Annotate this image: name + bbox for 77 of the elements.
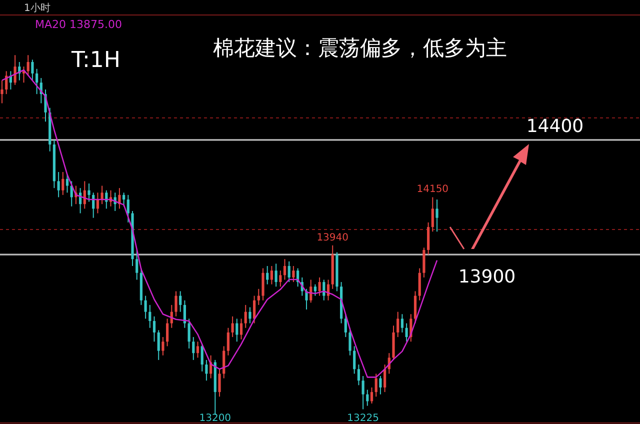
ref-line-label: 13900 bbox=[458, 266, 516, 288]
candlestick bbox=[431, 196, 434, 232]
candlestick bbox=[370, 386, 374, 404]
annotation: 13225 bbox=[347, 413, 379, 424]
candlestick bbox=[344, 314, 347, 338]
candlestick bbox=[405, 322, 408, 342]
candlestick bbox=[318, 276, 321, 296]
candlestick bbox=[174, 290, 178, 317]
candlestick bbox=[166, 318, 169, 347]
candlestick bbox=[148, 304, 152, 328]
candlestick bbox=[226, 327, 230, 356]
candlestick bbox=[192, 336, 195, 360]
candlestick bbox=[274, 263, 278, 288]
candlestick bbox=[136, 249, 138, 280]
candlestick bbox=[257, 288, 260, 306]
candlestick bbox=[188, 318, 190, 350]
candlestick bbox=[400, 314, 404, 333]
candlestick bbox=[126, 194, 130, 223]
candlestick bbox=[418, 268, 421, 301]
candlestick bbox=[26, 54, 30, 76]
ref-line-label: 14400 bbox=[526, 116, 584, 137]
text: 1小时 bbox=[24, 2, 50, 14]
candlestick bbox=[314, 284, 317, 296]
candlestick bbox=[22, 66, 26, 84]
candlestick bbox=[436, 199, 438, 232]
candlestick bbox=[252, 295, 256, 324]
candlestick bbox=[236, 318, 238, 342]
candlestick bbox=[179, 290, 182, 312]
annotation: 13940 bbox=[316, 232, 349, 244]
candlestick bbox=[305, 288, 308, 310]
candlestick bbox=[200, 343, 204, 372]
candlestick bbox=[379, 376, 382, 395]
candlestick bbox=[35, 68, 38, 95]
text: MA20 13875.00 bbox=[35, 18, 122, 31]
candlestick bbox=[122, 192, 126, 207]
candlestick bbox=[366, 389, 369, 406]
candlestick bbox=[231, 316, 234, 338]
candlestick bbox=[426, 222, 430, 256]
candlestick bbox=[266, 265, 269, 285]
candlestick bbox=[262, 268, 264, 301]
candlestick bbox=[152, 316, 156, 342]
candlestick bbox=[144, 295, 147, 320]
candlestick bbox=[396, 311, 400, 338]
candlestick bbox=[374, 373, 378, 398]
candlestick bbox=[288, 260, 290, 283]
candlestick bbox=[279, 270, 282, 288]
candlestick bbox=[14, 54, 16, 86]
candlestick bbox=[196, 341, 200, 358]
candlestick bbox=[292, 265, 295, 283]
candlestick bbox=[283, 258, 286, 280]
candlestick bbox=[353, 346, 356, 374]
candlestick bbox=[88, 182, 90, 202]
candlestick bbox=[0, 80, 4, 104]
candlestick bbox=[157, 330, 160, 360]
candlestick bbox=[357, 364, 360, 386]
candlestick bbox=[62, 172, 64, 196]
candlestick bbox=[183, 300, 186, 328]
candlestick bbox=[162, 336, 164, 356]
annotation: T:1H bbox=[70, 48, 120, 73]
candlestick bbox=[205, 359, 208, 382]
candlestick bbox=[118, 188, 121, 210]
candlestick bbox=[244, 304, 247, 328]
candlestick bbox=[248, 306, 252, 324]
candlestick bbox=[362, 376, 364, 410]
candlestick bbox=[383, 364, 386, 393]
candlestick bbox=[414, 290, 417, 324]
candlestick bbox=[57, 172, 60, 198]
candlestick bbox=[240, 318, 243, 340]
annotation: 14150 bbox=[416, 184, 449, 196]
candlestick bbox=[100, 185, 104, 205]
candlestick bbox=[218, 368, 221, 398]
annotation: 13200 bbox=[199, 413, 232, 424]
candlestick bbox=[31, 59, 34, 81]
candlestick bbox=[270, 265, 274, 285]
candlestick bbox=[422, 247, 426, 278]
candlestick bbox=[66, 174, 69, 194]
text: 棉花建议：震荡偏多，低多为主 bbox=[213, 36, 507, 60]
